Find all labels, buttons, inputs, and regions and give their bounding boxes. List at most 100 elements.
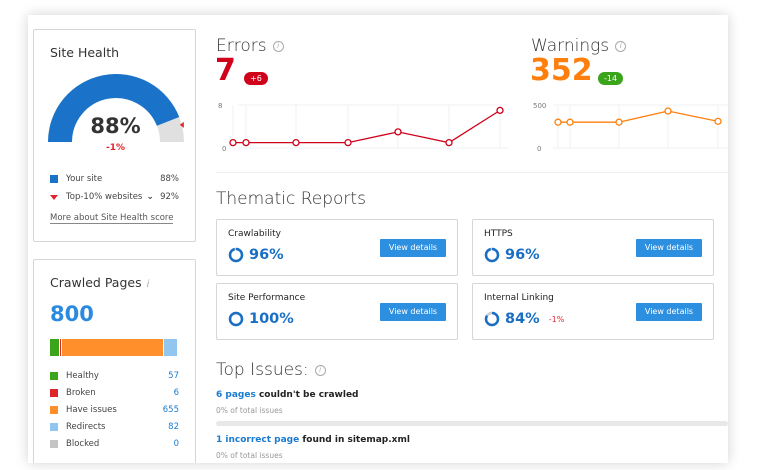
data-point[interactable] [292, 138, 300, 147]
report-score: 84% -1% [484, 311, 564, 327]
legend-value[interactable]: 0 [173, 439, 179, 449]
report-card: HTTPS 96% View details [472, 219, 714, 276]
data-point[interactable] [714, 117, 722, 125]
site-health-link[interactable]: More about Site Health score [50, 213, 174, 224]
report-score: 100% [228, 311, 294, 327]
issue-text: found in sitemap.xml [299, 435, 410, 445]
legend-label: Top-10% websites [66, 192, 143, 202]
legend-value[interactable]: 6 [173, 388, 179, 398]
progress-ring-icon [228, 247, 244, 263]
thematic-title: Thematic Reports [216, 189, 366, 209]
report-value: 96% [249, 247, 284, 263]
report-value: 100% [249, 311, 294, 327]
view-details-button[interactable]: View details [636, 303, 702, 321]
legend-top10[interactable]: Top-10% websites ⌄ 92% [50, 192, 179, 202]
series-line [558, 110, 719, 123]
errors-value: 7 [215, 53, 236, 88]
legend-item: Redirects 82 [50, 422, 179, 432]
report-value: 84% [505, 311, 540, 327]
top10-marker [179, 121, 184, 128]
red-triangle-icon [50, 194, 58, 200]
report-name: HTTPS [484, 229, 513, 239]
dashboard: Site Health 88% -1% Your site 88% Top-10%… [28, 15, 728, 463]
data-point[interactable] [554, 118, 562, 126]
legend-value[interactable]: 655 [162, 405, 179, 415]
issue-sub: 0% of total issues [216, 451, 283, 460]
data-point[interactable] [445, 138, 453, 147]
errors-chart: 80 [218, 102, 508, 153]
bar-segment-have-issues[interactable] [62, 339, 164, 356]
legend-value[interactable]: 82 [168, 422, 179, 432]
title-text: Crawled Pages [50, 275, 142, 290]
data-point[interactable] [229, 138, 237, 147]
view-details-button[interactable]: View details [636, 239, 702, 257]
legend-value: 92% [160, 192, 179, 202]
color-square-icon [50, 423, 58, 431]
legend-item: Have issues 655 [50, 405, 179, 415]
issue-link[interactable]: 1 incorrect page [216, 435, 300, 445]
data-point[interactable] [394, 128, 402, 136]
errors-title: Errors i [216, 36, 284, 56]
view-details-button[interactable]: View details [380, 303, 446, 321]
gauge-fill [48, 74, 180, 143]
crawled-bar [50, 339, 178, 356]
legend-label: Healthy [66, 371, 99, 381]
legend-label: Broken [66, 388, 96, 398]
legend-your-site: Your site 88% [50, 174, 179, 184]
report-score: 96% [484, 247, 540, 263]
issue-item: 6 pages couldn't be crawled [216, 390, 358, 400]
info-icon[interactable]: i [615, 40, 627, 52]
title-text: Errors [216, 36, 267, 56]
warnings-chart: 500 0 [533, 102, 728, 153]
data-point[interactable] [566, 118, 574, 126]
data-point[interactable] [242, 138, 250, 147]
crawled-total: 800 [50, 302, 94, 326]
legend-label: Have issues [66, 405, 117, 415]
info-icon[interactable]: i [272, 40, 284, 52]
report-name: Internal Linking [484, 293, 554, 303]
bar-segment-redirects[interactable] [164, 339, 177, 356]
color-square-icon [50, 372, 58, 380]
errors-badge: +6 [244, 72, 268, 85]
title-text: Top Issues: [216, 360, 309, 380]
chevron-down-icon[interactable]: ⌄ [146, 192, 154, 202]
report-name: Crawlability [228, 229, 281, 239]
divider [216, 172, 728, 173]
data-point[interactable] [664, 107, 672, 115]
bar-segment-broken[interactable] [59, 339, 62, 356]
crawled-pages-title: Crawled Pages i [50, 275, 149, 290]
top-issues-title: Top Issues: i [216, 360, 326, 380]
y-tick-label: 500 [533, 102, 546, 110]
legend-value: 88% [160, 174, 179, 184]
warnings-title: Warnings i [531, 36, 627, 56]
progress-ring-icon [484, 311, 500, 327]
legend-item: Blocked 0 [50, 439, 179, 449]
legend-label: Blocked [66, 439, 100, 449]
site-health-gauge [48, 74, 184, 143]
view-details-button[interactable]: View details [380, 239, 446, 257]
legend-value[interactable]: 57 [168, 371, 179, 381]
legend-label: Redirects [66, 422, 106, 432]
y-tick-label: 8 [218, 102, 222, 110]
info-icon[interactable]: i [314, 364, 326, 376]
site-health-change: -1% [105, 143, 125, 153]
issue-link[interactable]: 6 pages [216, 390, 256, 400]
bar-segment-healthy[interactable] [50, 339, 59, 356]
color-square-icon [50, 389, 58, 397]
color-square-icon [50, 440, 58, 448]
progress-ring-icon [484, 247, 500, 263]
series-line [233, 109, 501, 144]
issue-item: 1 incorrect page found in sitemap.xml [216, 435, 410, 445]
data-point[interactable] [496, 106, 504, 115]
data-point[interactable] [344, 138, 352, 147]
color-square-icon [50, 406, 58, 414]
info-icon[interactable]: i [146, 279, 150, 290]
y-tick-label: 0 [537, 145, 541, 153]
site-health-card: Site Health 88% -1% Your site 88% Top-10%… [33, 29, 196, 242]
data-point[interactable] [615, 118, 623, 126]
issue-progress-bar [216, 421, 728, 426]
progress-ring-icon [228, 311, 244, 327]
site-health-title: Site Health [50, 45, 120, 60]
legend-item: Broken 6 [50, 388, 179, 398]
report-change: -1% [548, 314, 565, 324]
